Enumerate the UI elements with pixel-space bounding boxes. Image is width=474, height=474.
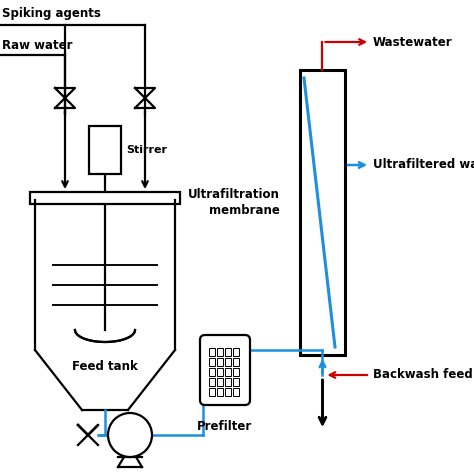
Bar	[300, 70, 345, 355]
Bar	[233, 348, 239, 356]
Bar	[233, 388, 239, 396]
Bar	[233, 378, 239, 386]
Bar	[209, 368, 215, 376]
Text: Wastewater: Wastewater	[373, 36, 453, 48]
Circle shape	[108, 413, 152, 457]
Text: Feed tank: Feed tank	[72, 360, 138, 373]
Bar	[30, 192, 180, 204]
Bar	[209, 358, 215, 366]
Bar	[225, 348, 231, 356]
Text: Ultrafiltration
membrane: Ultrafiltration membrane	[188, 189, 280, 217]
Bar	[209, 378, 215, 386]
Text: Spiking agents: Spiking agents	[2, 7, 101, 20]
Bar	[209, 348, 215, 356]
Text: Prefilter: Prefilter	[197, 420, 253, 433]
FancyBboxPatch shape	[200, 335, 250, 405]
Bar	[225, 358, 231, 366]
Bar	[217, 378, 223, 386]
Bar	[209, 388, 215, 396]
Bar	[217, 358, 223, 366]
Bar	[225, 388, 231, 396]
Bar	[233, 358, 239, 366]
Bar	[217, 348, 223, 356]
Bar	[225, 378, 231, 386]
Bar	[225, 368, 231, 376]
Bar	[233, 368, 239, 376]
Text: Stirrer: Stirrer	[126, 145, 167, 155]
Bar	[217, 368, 223, 376]
Bar	[89, 126, 121, 174]
Text: Backwash feed: Backwash feed	[373, 368, 473, 382]
Text: Raw water: Raw water	[2, 39, 73, 52]
Bar	[217, 388, 223, 396]
Text: Ultrafiltered water: Ultrafiltered water	[373, 158, 474, 172]
